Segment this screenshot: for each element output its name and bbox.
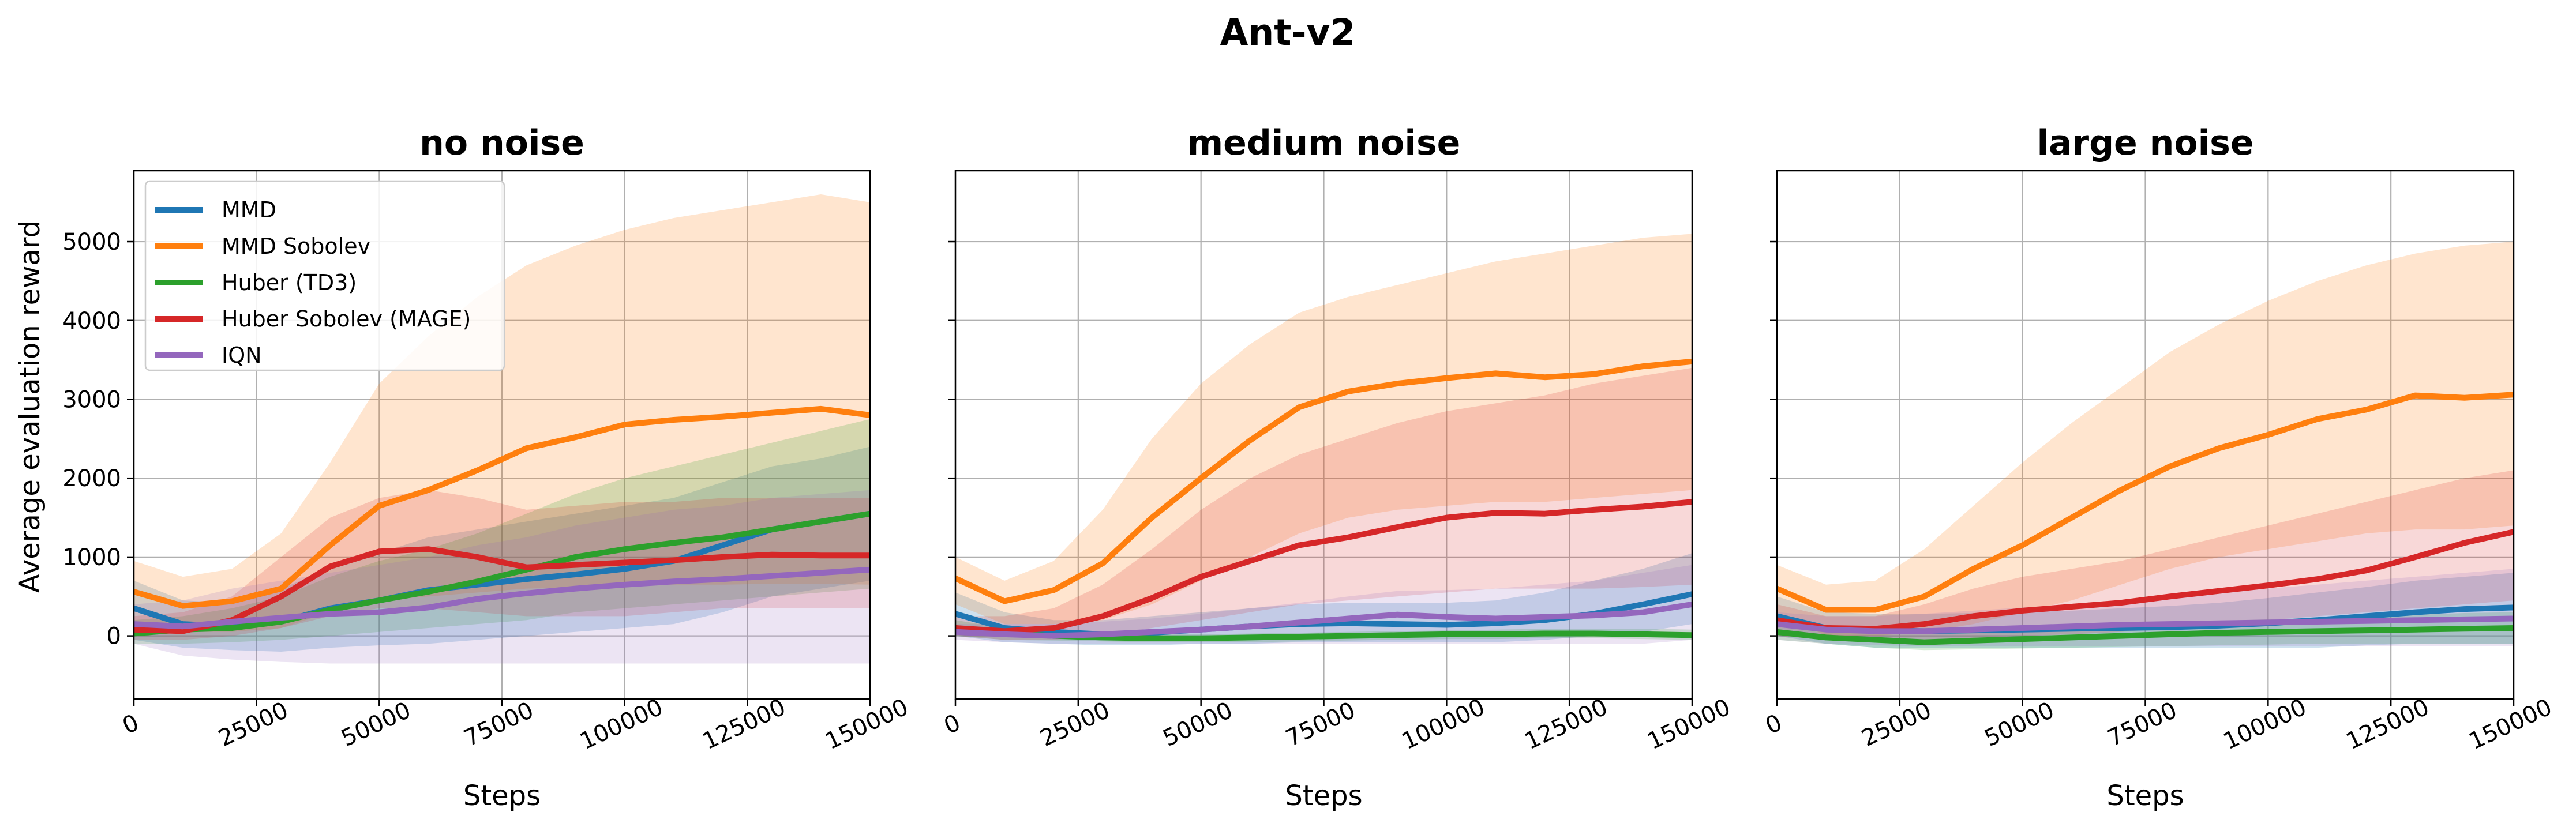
x-tick-label: 150000 bbox=[822, 694, 913, 755]
x-axis-label: Steps bbox=[2106, 780, 2184, 812]
line-iqn bbox=[134, 566, 870, 630]
y-tick-label: 2000 bbox=[62, 465, 121, 492]
panel-medium-noise: 0 25000 50000 75000 100000 125000 150000 medium… bbox=[940, 123, 1734, 812]
legend-item-huber-sobolev-mage: Huber Sobolev (MAGE) bbox=[155, 306, 471, 332]
panel-title: no noise bbox=[419, 123, 584, 163]
line-huber-sobolev-mage bbox=[1777, 529, 2514, 632]
x-tick-label: 150000 bbox=[2465, 694, 2556, 755]
band-mmd bbox=[134, 446, 870, 652]
figure-title: Ant-v2 bbox=[1220, 12, 1356, 54]
band-huber-sobolev-mage bbox=[955, 367, 1692, 640]
legend: MMD MMD Sobolev Huber (TD3) Huber Sobolev (… bbox=[144, 180, 505, 371]
legend-label: MMD bbox=[222, 197, 276, 223]
y-tick-label: 3000 bbox=[62, 386, 121, 413]
line-mmd-sobolev bbox=[955, 358, 1692, 604]
x-tick-label: 75000 bbox=[2103, 697, 2181, 751]
x-tick-label: 25000 bbox=[1036, 697, 1114, 751]
line-mmd-sobolev bbox=[1777, 392, 2514, 613]
x-tick-label: 75000 bbox=[1282, 697, 1360, 751]
band-mmd-sobolev bbox=[1777, 242, 2514, 636]
x-tick-label: 100000 bbox=[2219, 694, 2311, 755]
x-tick-label: 25000 bbox=[215, 697, 293, 751]
legend-item-iqn: IQN bbox=[155, 343, 262, 368]
series-lines bbox=[134, 405, 870, 637]
legend-item-mmd-sobolev: MMD Sobolev bbox=[155, 234, 370, 259]
line-huber-sobolev-mage bbox=[134, 546, 870, 634]
band-mmd-sobolev bbox=[134, 194, 870, 632]
uncertainty-bands bbox=[134, 194, 870, 664]
panel-title: large noise bbox=[2037, 123, 2253, 163]
band-huber-sobolev-mage bbox=[1777, 470, 2514, 640]
line-huber-td3 bbox=[134, 510, 870, 637]
series-lines bbox=[1777, 392, 2514, 645]
x-tick-label: 125000 bbox=[2342, 694, 2433, 755]
band-iqn bbox=[1777, 569, 2514, 646]
band-huber-td3 bbox=[134, 419, 870, 644]
x-tick-label: 100000 bbox=[576, 694, 667, 755]
legend-label: Huber Sobolev (MAGE) bbox=[222, 306, 471, 332]
legend-item-mmd: MMD bbox=[155, 197, 276, 223]
legend-label: IQN bbox=[222, 343, 262, 368]
x-tick-label: 100000 bbox=[1398, 694, 1489, 755]
x-axis-label: Steps bbox=[463, 780, 541, 812]
x-tick-label: 75000 bbox=[460, 697, 538, 751]
y-tick-label: 0 bbox=[107, 623, 121, 650]
y-tick-label: 5000 bbox=[62, 229, 121, 255]
x-tick-label: 150000 bbox=[1644, 694, 1735, 755]
legend-label: MMD Sobolev bbox=[222, 234, 370, 259]
panel-title: medium noise bbox=[1187, 123, 1461, 163]
line-mmd-sobolev bbox=[134, 405, 870, 609]
x-axis-label: Steps bbox=[1285, 780, 1362, 812]
panel-large-noise: 0 25000 50000 75000 100000 125000 150000 large … bbox=[1761, 123, 2556, 812]
x-tick-label: 25000 bbox=[1858, 697, 1936, 751]
x-tick-label: 125000 bbox=[699, 694, 790, 755]
x-tick-label: 50000 bbox=[1159, 697, 1237, 751]
x-tick-label: 50000 bbox=[337, 697, 415, 751]
line-iqn bbox=[955, 601, 1692, 639]
legend-label: Huber (TD3) bbox=[222, 270, 357, 295]
legend-box bbox=[144, 180, 505, 371]
series-lines bbox=[955, 358, 1692, 641]
x-tick-label: 0 bbox=[118, 709, 143, 739]
x-tick-label: 0 bbox=[1761, 709, 1786, 739]
line-huber-sobolev-mage bbox=[955, 499, 1692, 634]
y-axis-label: Average evaluation reward bbox=[14, 220, 46, 593]
legend-item-huber-td3: Huber (TD3) bbox=[155, 270, 357, 295]
line-iqn bbox=[1777, 615, 2514, 634]
x-tick-label: 0 bbox=[940, 709, 965, 739]
line-huber-td3 bbox=[1777, 625, 2514, 645]
x-tick-label: 50000 bbox=[1981, 697, 2058, 751]
x-tick-label: 125000 bbox=[1521, 694, 1612, 755]
y-tick-label: 4000 bbox=[62, 308, 121, 334]
y-tick-label: 1000 bbox=[62, 544, 121, 571]
